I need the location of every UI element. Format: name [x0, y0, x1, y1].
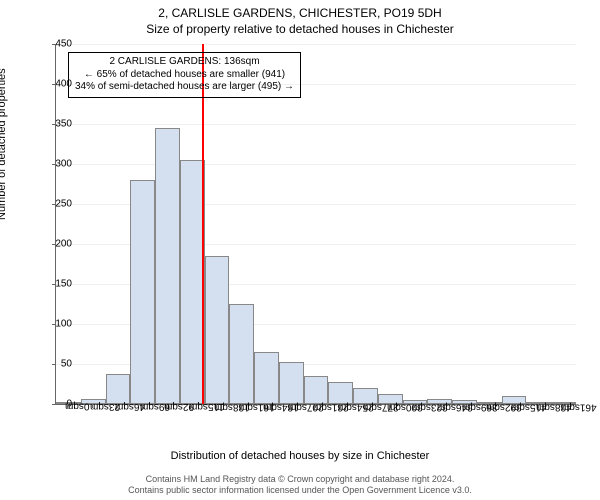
- annotation-line-3: 34% of semi-detached houses are larger (…: [75, 81, 294, 94]
- chart-title-line2: Size of property relative to detached ho…: [0, 20, 600, 36]
- y-tick-mark: [52, 364, 56, 365]
- chart-title-line1: 2, CARLISLE GARDENS, CHICHESTER, PO19 5D…: [0, 0, 600, 20]
- grid-line: [56, 44, 576, 45]
- y-tick-mark: [52, 204, 56, 205]
- y-axis-label: Number of detached properties: [0, 68, 8, 220]
- footer-line-2: Contains public sector information licen…: [0, 485, 600, 496]
- histogram-bar: [254, 352, 279, 404]
- annotation-line-1: 2 CARLISLE GARDENS: 136sqm: [75, 56, 294, 69]
- chart-container: 2, CARLISLE GARDENS, CHICHESTER, PO19 5D…: [0, 0, 600, 500]
- grid-line: [56, 124, 576, 125]
- grid-line: [56, 164, 576, 165]
- histogram-bar: [229, 304, 254, 404]
- reference-line: [202, 44, 204, 404]
- annotation-box: 2 CARLISLE GARDENS: 136sqm ← 65% of deta…: [68, 52, 301, 98]
- histogram-bar: [205, 256, 230, 404]
- y-tick-mark: [52, 124, 56, 125]
- plot-area: [55, 44, 576, 405]
- annotation-line-2: ← 65% of detached houses are smaller (94…: [75, 69, 294, 82]
- y-tick-mark: [52, 44, 56, 45]
- footer-attribution: Contains HM Land Registry data © Crown c…: [0, 474, 600, 496]
- x-axis-label: Distribution of detached houses by size …: [0, 450, 600, 462]
- y-tick-mark: [52, 164, 56, 165]
- histogram-bar: [304, 376, 329, 404]
- y-tick-mark: [52, 244, 56, 245]
- histogram-bar: [130, 180, 155, 404]
- histogram-bar: [155, 128, 180, 404]
- y-tick-mark: [52, 404, 56, 405]
- footer-line-1: Contains HM Land Registry data © Crown c…: [0, 474, 600, 485]
- histogram-bar: [106, 374, 131, 404]
- y-tick-mark: [52, 324, 56, 325]
- y-tick-mark: [52, 284, 56, 285]
- histogram-bar: [180, 160, 205, 404]
- histogram-bar: [279, 362, 304, 404]
- y-tick-mark: [52, 84, 56, 85]
